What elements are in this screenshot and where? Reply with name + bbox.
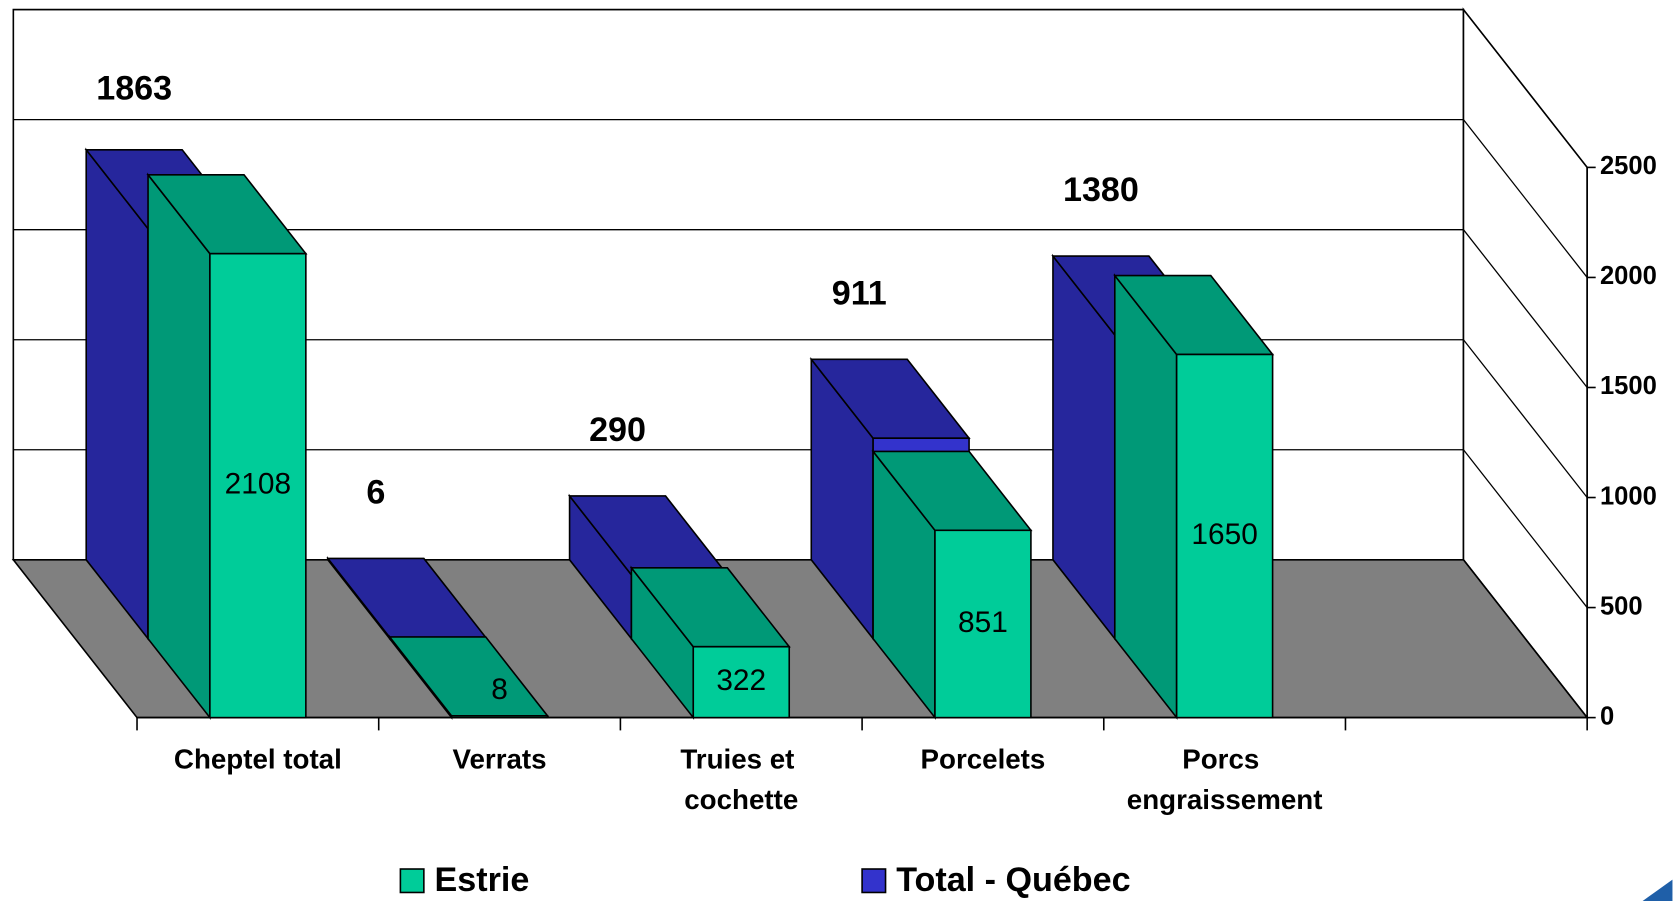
x-tick-label: Porcelets	[921, 744, 1046, 775]
y-tick-label: 0	[1600, 702, 1614, 730]
grid-line	[1462, 229, 1588, 388]
grid-line	[1462, 9, 1588, 168]
x-tick-label: Cheptel total	[174, 744, 342, 775]
value-label: 290	[589, 411, 646, 449]
bar-front	[692, 645, 791, 719]
legend-swatch	[399, 868, 425, 894]
x-tick-label: Porcs engraissement	[1127, 744, 1323, 816]
grid-line	[1462, 119, 1588, 278]
bar-front	[209, 252, 307, 719]
x-tick-label: Verrats	[453, 744, 547, 775]
legend-swatch	[861, 868, 887, 894]
value-label: 1650	[1191, 518, 1257, 551]
grid-line	[1462, 559, 1588, 718]
grid-line	[1462, 339, 1588, 498]
grid-line	[1462, 449, 1588, 608]
y-tick-label: 2000	[1600, 262, 1657, 290]
bar-front	[1175, 353, 1274, 719]
value-label: 8	[491, 673, 508, 706]
y-tick-label: 1500	[1600, 372, 1657, 400]
value-label: 911	[832, 274, 887, 312]
value-label: 1380	[1063, 171, 1139, 209]
corner-decoration	[1642, 879, 1673, 901]
value-label: 2108	[225, 468, 291, 501]
value-label: 322	[716, 664, 766, 697]
x-tick-label: Truies et cochette	[680, 744, 802, 816]
value-label: 1863	[96, 70, 172, 108]
bar-front	[934, 529, 1032, 719]
y-tick-label: 2500	[1600, 152, 1657, 180]
legend-label: Estrie	[435, 861, 530, 899]
value-label: 851	[958, 606, 1008, 639]
y-tick-label: 1000	[1600, 482, 1657, 510]
bar-side	[147, 172, 211, 720]
bar-side	[85, 147, 149, 642]
y-tick-label: 500	[1600, 592, 1643, 620]
value-label: 6	[366, 474, 385, 512]
bar-front	[450, 715, 549, 719]
legend-label: Total - Québec	[896, 861, 1130, 899]
